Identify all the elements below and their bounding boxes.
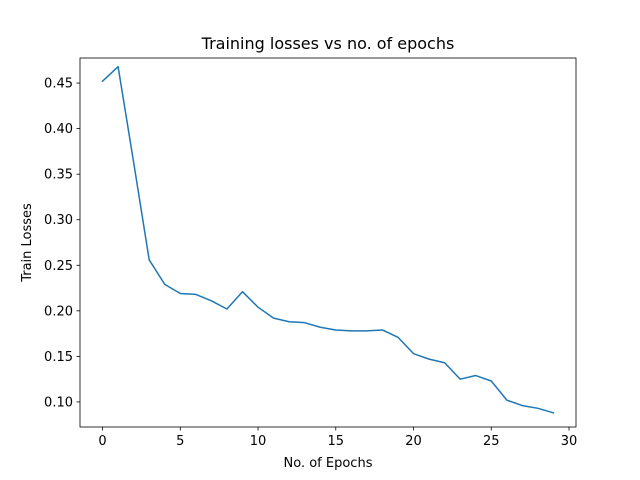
data-point: [273, 317, 275, 319]
data-point: [117, 66, 119, 68]
plot-area: 0 5 10 15 20 25 30 0.10 0.15 0.20 0.25 0.30 0.35 0.4…: [44, 57, 577, 449]
data-point: [521, 405, 523, 407]
chart-title: Training losses vs no. of epochs: [201, 34, 455, 53]
data-point: [319, 326, 321, 328]
data-point: [381, 329, 383, 331]
data-point: [444, 362, 446, 364]
y-tick-label: 0.10: [44, 395, 73, 410]
x-tick-label: 5: [176, 434, 184, 449]
y-tick-label: 0.20: [44, 304, 73, 319]
data-point: [366, 330, 368, 332]
data-point: [210, 300, 212, 302]
plot-frame: [79, 57, 577, 428]
x-axis: 0 5 10 15 20 25 30: [98, 427, 577, 449]
data-point: [304, 322, 306, 324]
x-tick-label: 15: [328, 434, 345, 449]
y-tick-label: 0.40: [44, 122, 73, 137]
y-axis: 0.10 0.15 0.20 0.25 0.30 0.35 0.40 0.45: [44, 77, 80, 410]
data-point: [179, 293, 181, 295]
data-point: [335, 329, 337, 331]
data-point: [459, 378, 461, 380]
data-point: [288, 321, 290, 323]
data-point: [475, 375, 477, 377]
y-tick-label: 0.30: [44, 213, 73, 228]
x-axis-label: No. of Epochs: [284, 456, 373, 471]
data-point: [133, 161, 135, 163]
y-axis-label: Train Losses: [20, 203, 35, 283]
data-points: [102, 66, 554, 414]
data-point: [506, 399, 508, 401]
data-point: [537, 407, 539, 409]
data-point: [257, 306, 259, 308]
data-point: [102, 80, 104, 82]
train-loss-line: [101, 65, 555, 414]
data-point: [148, 259, 150, 261]
data-point: [164, 283, 166, 285]
data-point: [428, 358, 430, 360]
x-tick-label: 10: [250, 434, 267, 449]
y-tick-label: 0.35: [44, 168, 73, 183]
plot-background: [80, 58, 576, 427]
data-point: [195, 293, 197, 295]
y-tick-label: 0.15: [44, 350, 73, 365]
x-tick-label: 30: [561, 434, 578, 449]
x-tick-label: 20: [405, 434, 422, 449]
data-point: [350, 330, 352, 332]
data-point: [413, 353, 415, 355]
x-tick-label: 0: [98, 434, 106, 449]
x-tick-label: 25: [483, 434, 500, 449]
y-tick-label: 0.25: [44, 259, 73, 274]
data-point: [490, 380, 492, 382]
data-point: [397, 336, 399, 338]
data-point: [241, 291, 243, 293]
y-tick-label: 0.45: [44, 77, 73, 92]
data-point: [552, 412, 554, 414]
data-point: [226, 308, 228, 310]
